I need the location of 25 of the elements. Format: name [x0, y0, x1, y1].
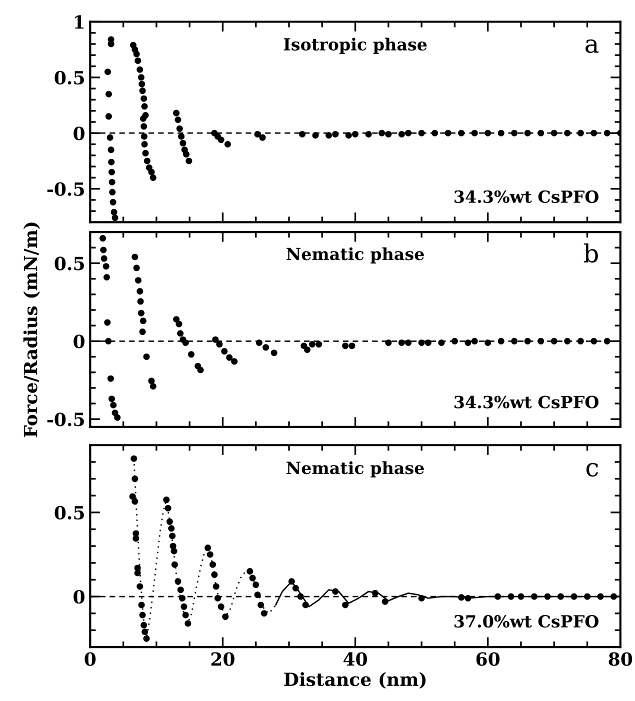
y-axis-title: Force/Radius (mN/m) [23, 222, 40, 438]
annotation: 34.3%wt CsPFO [454, 396, 598, 408]
x-axis-title: Distance (nm) [284, 672, 426, 689]
annotation: Nematic phase [286, 461, 424, 478]
x-tick-label: 80 [608, 652, 632, 666]
x-tick-label: 0 [84, 652, 96, 666]
x-tick-label: 20 [211, 652, 234, 666]
annotation: c [586, 462, 598, 477]
y-tick-label: 0.5 [54, 256, 84, 270]
annotation: Nematic phase [286, 247, 424, 264]
x-tick-label: 40 [343, 652, 367, 666]
x-tick-label: 60 [476, 652, 500, 666]
y-tick-label: -0.5 [47, 412, 84, 426]
y-tick-label: 0 [74, 126, 84, 140]
y-tick-label: 0 [74, 590, 84, 604]
annotation: Isotropic phase [284, 38, 427, 54]
annotation: 37.0%wt CsPFO [454, 615, 598, 628]
y-tick-label: 0.5 [54, 506, 84, 520]
annotation: a [586, 39, 598, 54]
y-tick-label: -0.5 [47, 182, 84, 196]
annotation: 34.3%wt CsPFO [454, 190, 598, 203]
y-tick-label: 0 [74, 334, 84, 348]
y-tick-label: 0.5 [54, 70, 84, 85]
annotation: b [584, 243, 598, 263]
y-tick-label: 1 [74, 15, 84, 29]
